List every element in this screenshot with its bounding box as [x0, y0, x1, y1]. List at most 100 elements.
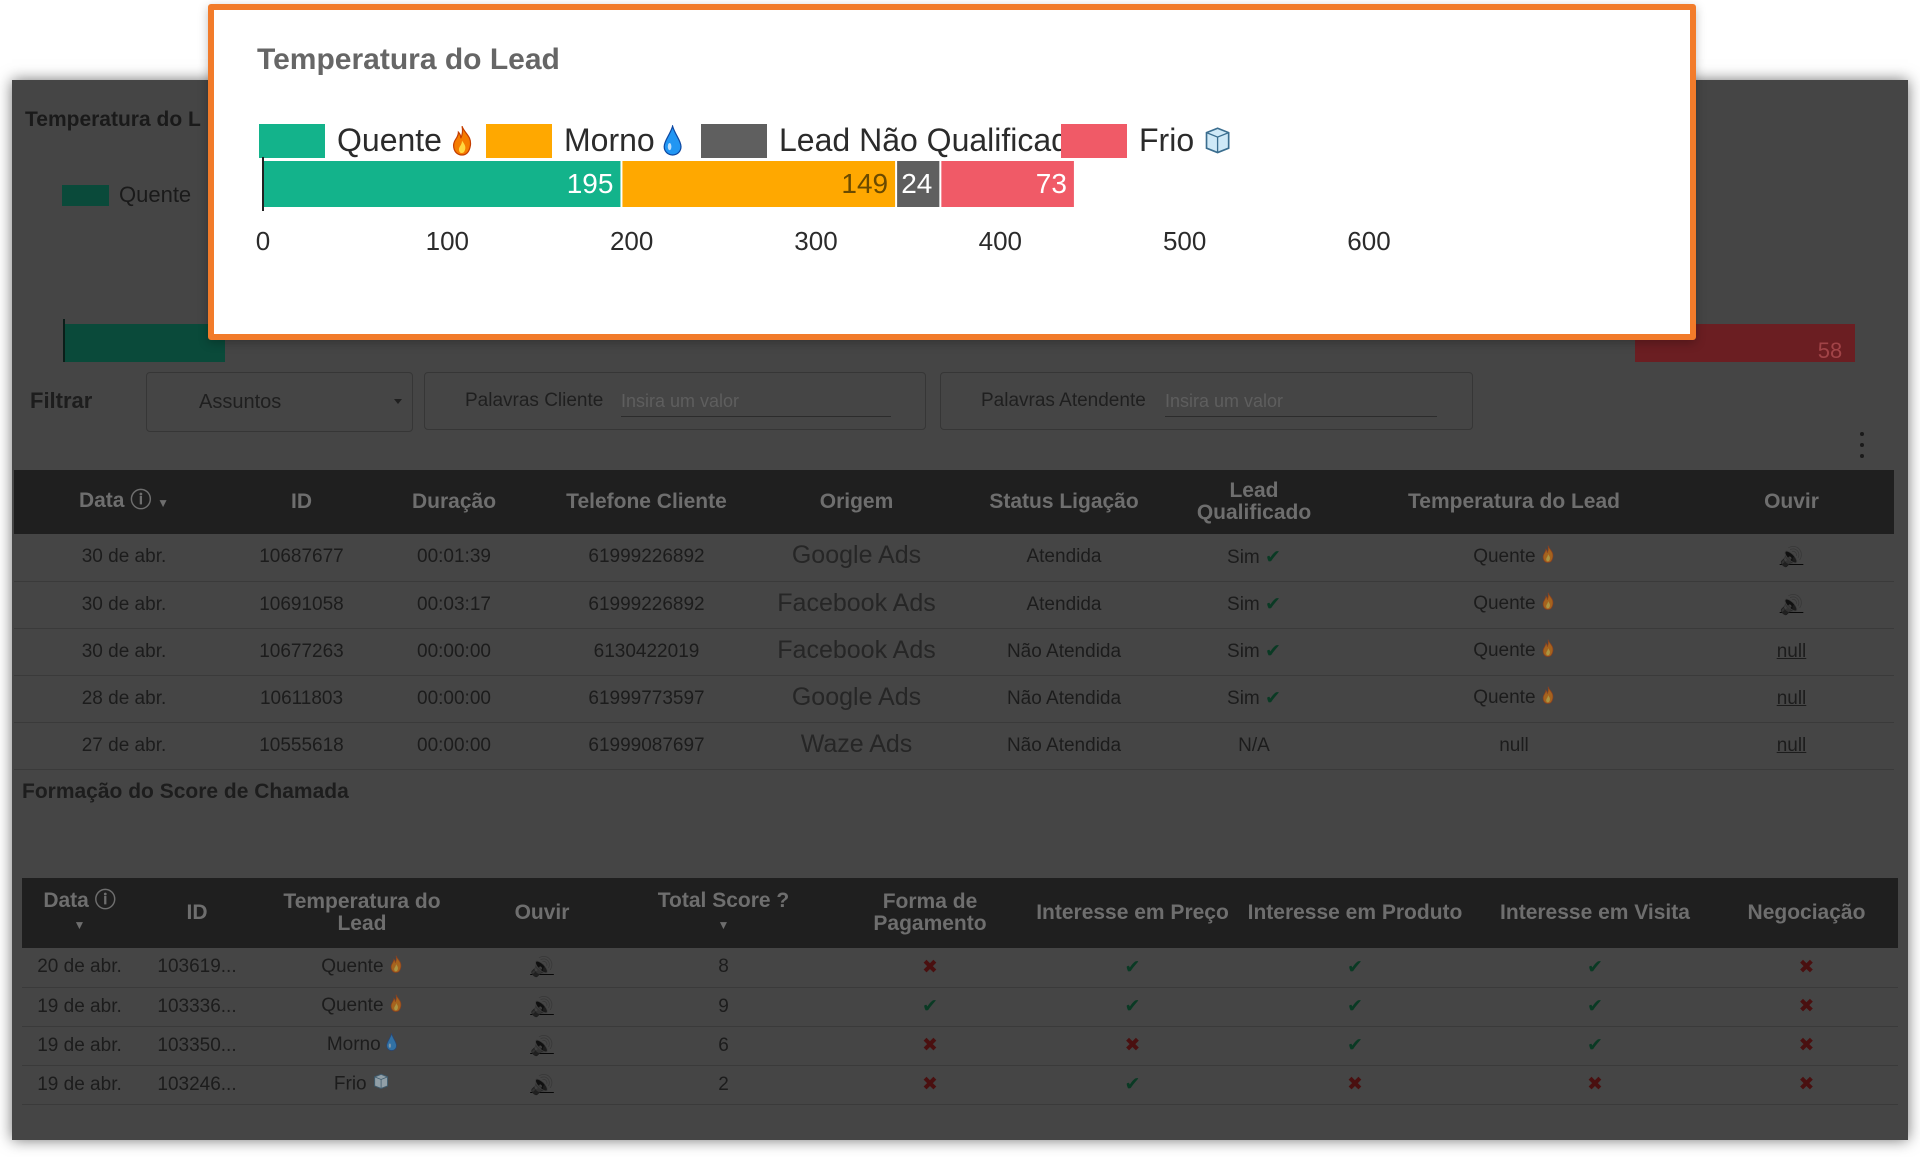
- col-temperature[interactable]: Temperatura do Lead: [1339, 470, 1689, 534]
- caret-down-icon: [394, 399, 402, 404]
- listen-link[interactable]: null: [1689, 675, 1894, 723]
- bar-segment-2[interactable]: [622, 161, 896, 207]
- cross-icon: ✖: [1798, 1074, 1815, 1095]
- lead-temperature-card: Temperatura do Lead Quente Morno Lead Não …: [208, 4, 1696, 340]
- client-words-input[interactable]: [621, 387, 891, 417]
- col-listen[interactable]: Ouvir: [1689, 470, 1894, 534]
- temperature-text: Morno: [326, 1034, 381, 1056]
- cell-date: 30 de abr.: [14, 581, 234, 629]
- cell-origin: Waze Ads: [754, 722, 959, 770]
- col-id[interactable]: ID: [137, 878, 257, 948]
- agent-words-input[interactable]: [1165, 387, 1437, 417]
- speaker-icon[interactable]: 🔊: [1779, 594, 1804, 616]
- col-product-interest[interactable]: Interesse em Produto: [1235, 878, 1475, 948]
- col-temperature[interactable]: Temperatura do Lead: [257, 878, 467, 948]
- col-listen[interactable]: Ouvir: [467, 878, 617, 948]
- cell-status: Atendida: [959, 581, 1169, 629]
- col-status[interactable]: Status Ligação: [959, 470, 1169, 534]
- table-row[interactable]: 28 de abr. 10611803 00:00:00 61999773597 Goo…: [14, 675, 1894, 723]
- legend-item-3[interactable]: Lead Não Qualificado: [701, 122, 1095, 159]
- speaker-icon[interactable]: 🔊: [530, 1074, 554, 1096]
- check-icon: ✔: [1265, 594, 1281, 615]
- table-row[interactable]: 27 de abr. 10555618 00:00:00 61999087697 Waz…: [14, 722, 1894, 770]
- sort-down-icon: ▼: [73, 918, 86, 932]
- cell-status: Não Atendida: [959, 675, 1169, 723]
- cell-visit-interest: ✖: [1475, 1065, 1715, 1105]
- origin-text: Facebook Ads: [777, 588, 936, 617]
- bg-legend-label: Quente: [119, 182, 192, 207]
- cell-id: 10677263: [234, 628, 369, 676]
- col-date[interactable]: Data ⓘ ▼: [14, 470, 234, 534]
- cell-qualified: N/A: [1169, 722, 1339, 770]
- listen-link[interactable]: null: [1689, 628, 1894, 676]
- more-options-icon[interactable]: [1858, 432, 1866, 458]
- listen-link[interactable]: null: [1689, 722, 1894, 770]
- filter-label: Filtrar: [30, 388, 93, 413]
- score-table: Data ⓘ ▼ ID Temperatura do Lead Ouvir Tot…: [22, 878, 1898, 1105]
- legend-item-1[interactable]: Quente: [259, 122, 474, 159]
- subjects-select[interactable]: Assuntos: [146, 372, 413, 432]
- check-icon: ✔: [1347, 956, 1363, 978]
- cell-price-interest: ✔: [1030, 987, 1235, 1027]
- check-icon: ✔: [1265, 546, 1281, 568]
- cell-status: Não Atendida: [959, 722, 1169, 770]
- legend-item-4[interactable]: Frio: [1061, 122, 1233, 159]
- x-tick-label-2: 100: [426, 226, 469, 256]
- check-icon: ✔: [1265, 641, 1281, 662]
- cross-icon: ✖: [922, 1074, 938, 1095]
- bg-legend: Quente: [62, 182, 191, 208]
- table-row[interactable]: 30 de abr. 10687677 00:01:39 61999226892 Goo…: [14, 534, 1894, 582]
- col-payment[interactable]: Forma de Pagamento: [830, 878, 1030, 948]
- temperature-text: Quente: [1473, 640, 1536, 662]
- col-qualified[interactable]: Lead Qualificado: [1169, 470, 1339, 534]
- cell-temperature: Morno: [257, 1026, 467, 1066]
- col-price-interest[interactable]: Interesse em Preço: [1030, 878, 1235, 948]
- table-row[interactable]: 20 de abr. 103619... Quente 🔊 8 ✖ ✔ ✔ ✔ ✖: [22, 948, 1898, 988]
- cell-status: Não Atendida: [959, 628, 1169, 676]
- cross-icon: ✖: [1798, 956, 1815, 978]
- col-visit-interest[interactable]: Interesse em Visita: [1475, 878, 1715, 948]
- table-row[interactable]: 30 de abr. 10691058 00:03:17 61999226892 Fac…: [14, 581, 1894, 629]
- drop-icon: [663, 124, 682, 156]
- cell-duration: 00:00:00: [369, 722, 539, 770]
- cell-listen: 🔊: [467, 1065, 617, 1105]
- cell-listen: 🔊: [1689, 581, 1894, 629]
- bar-segment-3[interactable]: [897, 161, 940, 207]
- qualified-text: Sim: [1227, 594, 1260, 615]
- col-origin[interactable]: Origem: [754, 470, 959, 534]
- speaker-icon[interactable]: 🔊: [530, 957, 554, 979]
- fire-icon: [389, 994, 403, 1018]
- col-total-score[interactable]: Total Score ? ▼: [617, 878, 830, 948]
- table-row[interactable]: 19 de abr. 103350... Morno 🔊 6 ✖ ✖ ✔ ✔ ✖: [22, 1026, 1898, 1066]
- cell-negotiation: ✖: [1715, 1065, 1898, 1105]
- cell-id: 10691058: [234, 581, 369, 629]
- table-row[interactable]: 19 de abr. 103336... Quente 🔊 9 ✔ ✔ ✔ ✔ ✖: [22, 987, 1898, 1027]
- cell-product-interest: ✔: [1235, 1026, 1475, 1066]
- cell-negotiation: ✖: [1715, 948, 1898, 988]
- col-negotiation[interactable]: Negociação: [1715, 878, 1898, 948]
- cell-listen: 🔊: [467, 1026, 617, 1066]
- client-words-label: Palavras Cliente: [465, 390, 604, 411]
- bar-segment-1[interactable]: [263, 161, 621, 207]
- cell-date: 28 de abr.: [14, 675, 234, 723]
- col-phone[interactable]: Telefone Cliente: [539, 470, 754, 534]
- subjects-select-value: Assuntos: [199, 391, 282, 413]
- col-duration[interactable]: Duração: [369, 470, 539, 534]
- table-row[interactable]: 30 de abr. 10677263 00:00:00 6130422019 Face…: [14, 628, 1894, 676]
- speaker-icon[interactable]: 🔊: [530, 996, 554, 1018]
- check-icon: ✔: [1587, 956, 1603, 978]
- table-row[interactable]: 19 de abr. 103246... Frio 🔊 2 ✖ ✔ ✖ ✖ ✖: [22, 1065, 1898, 1105]
- cell-qualified: Sim ✔: [1169, 534, 1339, 582]
- col-id[interactable]: ID: [234, 470, 369, 534]
- cell-date: 20 de abr.: [22, 948, 137, 988]
- legend-item-2[interactable]: Morno: [486, 122, 682, 159]
- bar-segment-4[interactable]: [941, 161, 1074, 207]
- speaker-icon[interactable]: 🔊: [530, 1035, 554, 1057]
- cell-product-interest: ✔: [1235, 948, 1475, 988]
- cell-duration: 00:00:00: [369, 675, 539, 723]
- col-date[interactable]: Data ⓘ ▼: [22, 878, 137, 948]
- cell-phone: 61999773597: [539, 675, 754, 723]
- cell-payment: ✖: [830, 948, 1030, 988]
- legend-swatch: [701, 123, 767, 158]
- speaker-icon[interactable]: 🔊: [1779, 547, 1804, 569]
